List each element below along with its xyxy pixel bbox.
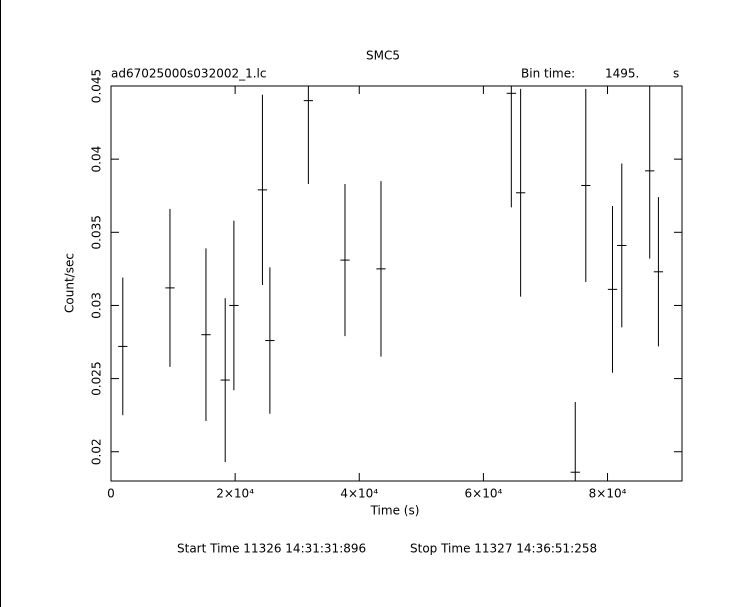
y-tick-label: 0.045 xyxy=(90,69,104,103)
y-tick-label: 0.035 xyxy=(90,215,104,249)
x-axis-label: Time (s) xyxy=(370,504,420,518)
bin-label: Bin time: xyxy=(521,67,575,81)
y-tick-label: 0.02 xyxy=(90,438,104,465)
bin-time: 1495. xyxy=(605,67,639,81)
x-tick-label: 6×10⁴ xyxy=(465,487,503,501)
y-tick-label: 0.025 xyxy=(90,361,104,395)
chart-title: SMC5 xyxy=(366,49,400,63)
stop-time: Stop Time 11327 14:36:51:258 xyxy=(410,542,597,556)
x-tick-label: 2×10⁴ xyxy=(216,487,254,501)
plot-area xyxy=(118,86,664,481)
y-tick-label: 0.03 xyxy=(90,292,104,319)
y-axis-label: Count/sec xyxy=(63,253,77,313)
start-time: Start Time 11326 14:31:31:896 xyxy=(177,542,366,556)
y-tick-label: 0.04 xyxy=(90,146,104,173)
x-tick-label: 8×10⁴ xyxy=(589,487,627,501)
x-tick-label: 0 xyxy=(107,487,115,501)
x-tick-label: 4×10⁴ xyxy=(340,487,378,501)
plot-frame xyxy=(110,85,683,482)
file-label: ad67025000s032002_1.lc xyxy=(111,67,267,81)
bin-unit: s xyxy=(673,67,679,81)
